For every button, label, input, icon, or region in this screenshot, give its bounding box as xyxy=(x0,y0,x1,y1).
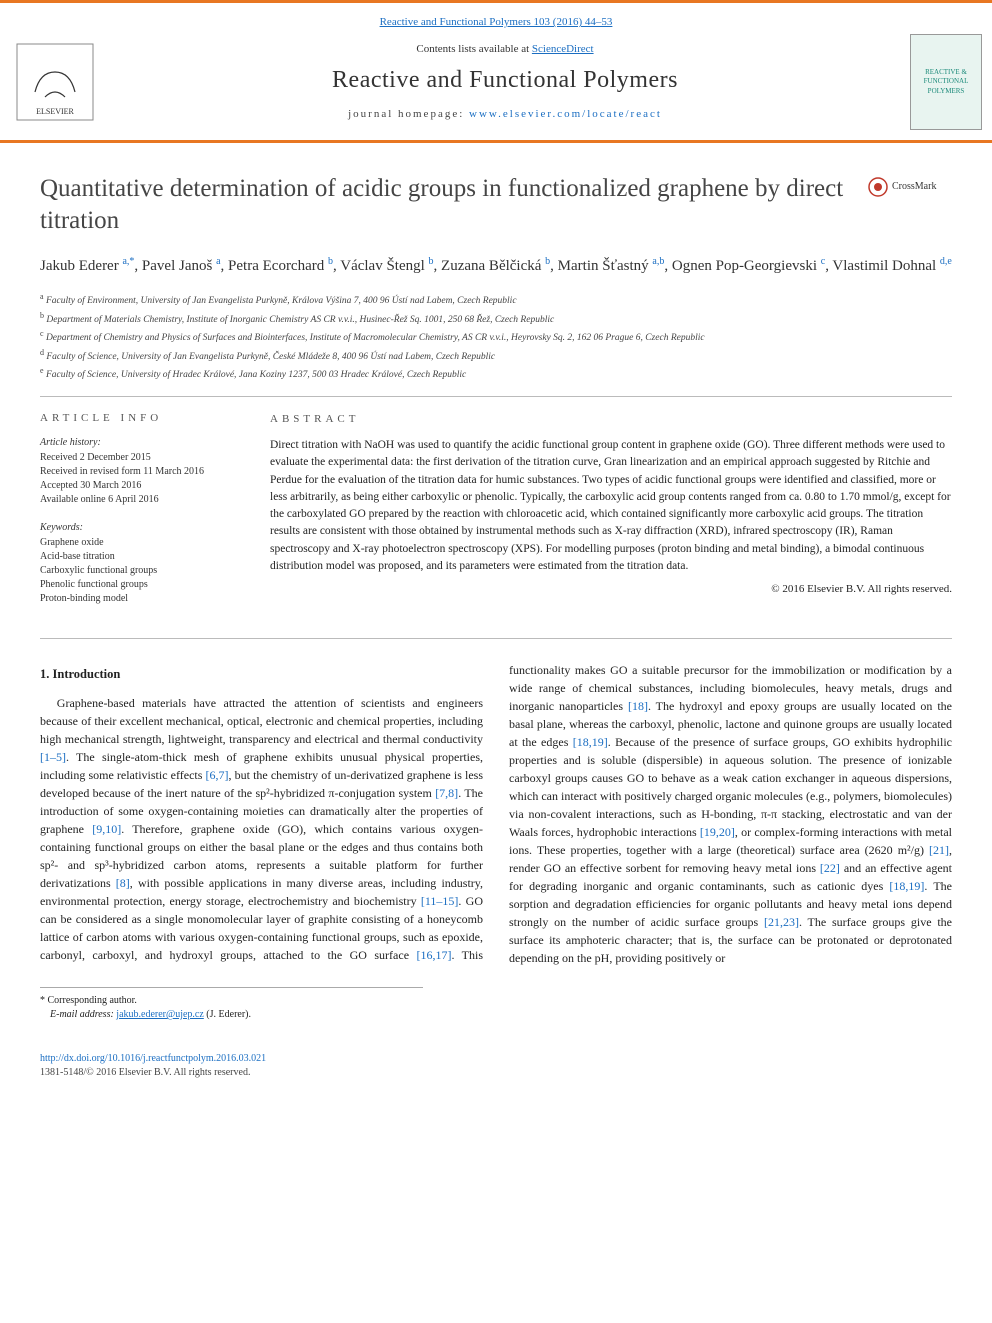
citation-link[interactable]: [7,8] xyxy=(435,786,458,800)
history-label: Article history: xyxy=(40,436,240,450)
citation-link[interactable]: [19,20] xyxy=(700,825,735,839)
abstract: ABSTRACT Direct titration with NaOH was … xyxy=(270,411,952,620)
keyword: Acid-base titration xyxy=(40,550,240,564)
citation-link[interactable]: [18,19] xyxy=(573,735,608,749)
citation-link[interactable]: [18,19] xyxy=(889,879,924,893)
elsevier-logo: ELSEVIER xyxy=(10,37,100,127)
author: Petra Ecorchard b xyxy=(228,258,333,274)
author: Václav Štengl b xyxy=(340,258,433,274)
history-line: Received in revised form 11 March 2016 xyxy=(40,465,240,479)
journal-header: Reactive and Functional Polymers 103 (20… xyxy=(0,0,992,143)
journal-ref-link[interactable]: Reactive and Functional Polymers 103 (20… xyxy=(0,11,992,34)
abstract-text: Direct titration with NaOH was used to q… xyxy=(270,437,952,575)
contents-list: Contents lists available at ScienceDirec… xyxy=(100,42,910,57)
history-line: Received 2 December 2015 xyxy=(40,451,240,465)
history-line: Accepted 30 March 2016 xyxy=(40,479,240,493)
author: Ognen Pop-Georgievski c xyxy=(672,258,825,274)
keyword: Proton-binding model xyxy=(40,592,240,606)
author: Zuzana Bělčická b xyxy=(441,258,550,274)
abstract-heading: ABSTRACT xyxy=(270,411,952,428)
section-heading: 1. Introduction xyxy=(40,665,483,684)
citation-link[interactable]: [9,10] xyxy=(92,822,121,836)
article-info-heading: ARTICLE INFO xyxy=(40,411,240,426)
citation-link[interactable]: [21] xyxy=(929,843,949,857)
journal-homepage: journal homepage: www.elsevier.com/locat… xyxy=(100,107,910,122)
authors: Jakub Ederer a,*, Pavel Janoš a, Petra E… xyxy=(40,254,952,278)
citation-link[interactable]: [8] xyxy=(116,876,130,890)
keyword: Graphene oxide xyxy=(40,536,240,550)
sciencedirect-link[interactable]: ScienceDirect xyxy=(532,43,594,55)
article-info: ARTICLE INFO Article history: Received 2… xyxy=(40,411,240,620)
citation-link[interactable]: [16,17] xyxy=(416,948,451,962)
article-main: Quantitative determination of acidic gro… xyxy=(0,143,992,1042)
author: Pavel Janoš a xyxy=(142,258,221,274)
corresponding-author: * Corresponding author. E-mail address: … xyxy=(40,987,423,1022)
copyright: © 2016 Elsevier B.V. All rights reserved… xyxy=(270,581,952,598)
author: Jakub Ederer a,* xyxy=(40,258,134,274)
svg-text:ELSEVIER: ELSEVIER xyxy=(36,107,74,116)
author: Martin Šťastný a,b xyxy=(558,258,665,274)
journal-homepage-link[interactable]: www.elsevier.com/locate/react xyxy=(469,108,662,120)
article-title: Quantitative determination of acidic gro… xyxy=(40,173,868,236)
doi-link[interactable]: http://dx.doi.org/10.1016/j.reactfunctpo… xyxy=(40,1053,266,1064)
crossmark-badge[interactable]: CrossMark xyxy=(868,177,952,197)
keyword: Phenolic functional groups xyxy=(40,578,240,592)
footer: http://dx.doi.org/10.1016/j.reactfunctpo… xyxy=(0,1042,992,1096)
keyword: Carboxylic functional groups xyxy=(40,564,240,578)
author: Vlastimil Dohnal d,e xyxy=(832,258,951,274)
keywords-label: Keywords: xyxy=(40,521,240,535)
citation-link[interactable]: [21,23] xyxy=(764,915,799,929)
citation-link[interactable]: [22] xyxy=(820,861,840,875)
citation-link[interactable]: [1–5] xyxy=(40,750,66,764)
journal-name: Reactive and Functional Polymers xyxy=(100,64,910,98)
email-link[interactable]: jakub.ederer@ujep.cz xyxy=(116,1009,204,1020)
body-paragraph: Graphene-based materials have attracted … xyxy=(40,661,952,967)
issn-copyright: 1381-5148/© 2016 Elsevier B.V. All right… xyxy=(40,1066,952,1080)
citation-link[interactable]: [18] xyxy=(628,699,648,713)
journal-cover: REACTIVE & FUNCTIONAL POLYMERS xyxy=(910,34,982,130)
citation-link[interactable]: [6,7] xyxy=(206,768,229,782)
affiliations: a Faculty of Environment, University of … xyxy=(40,291,952,396)
citation-link[interactable]: [11–15] xyxy=(421,894,459,908)
body-columns: 1. Introduction Graphene-based materials… xyxy=(40,661,952,967)
history-line: Available online 6 April 2016 xyxy=(40,493,240,507)
